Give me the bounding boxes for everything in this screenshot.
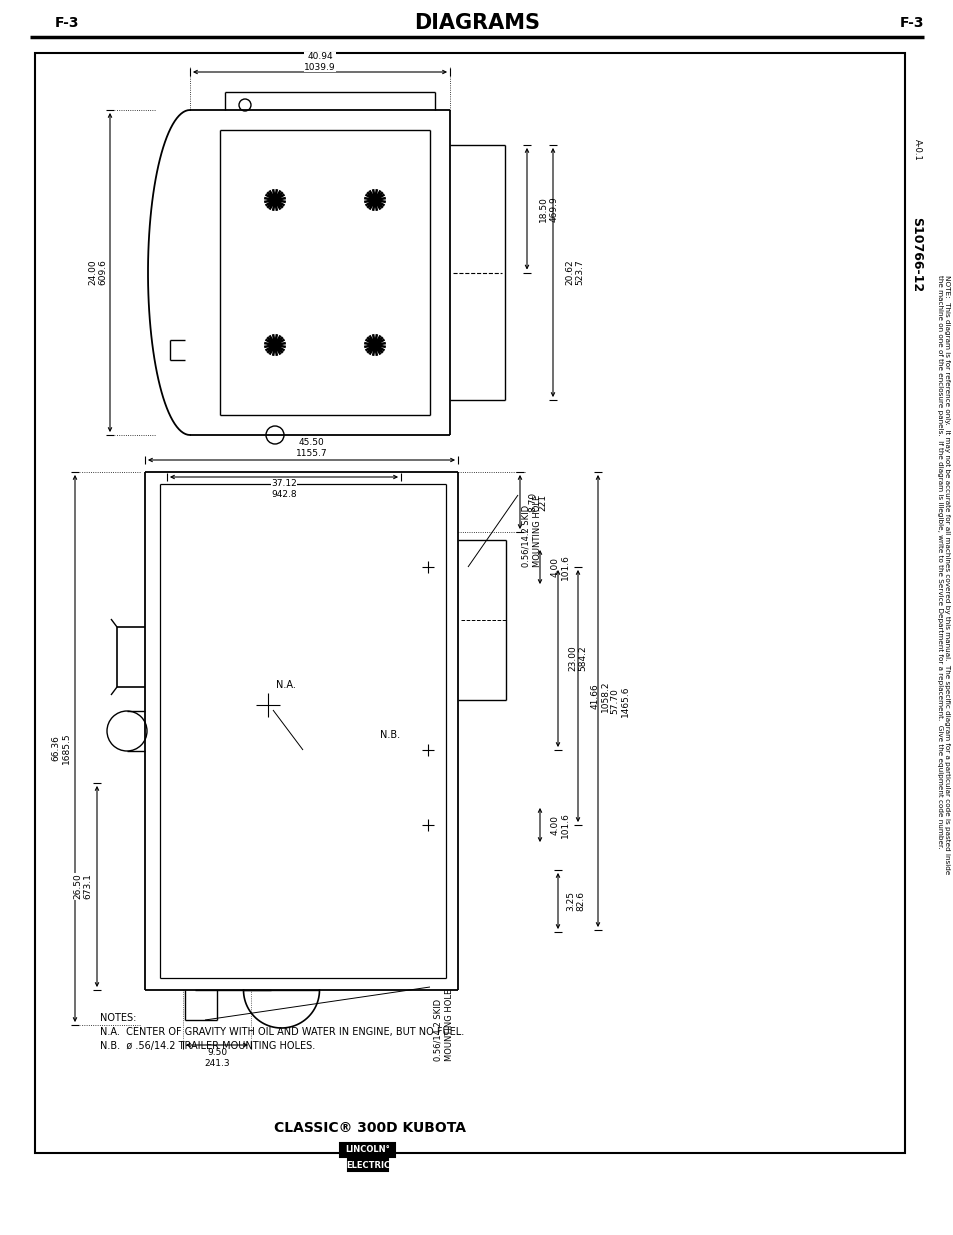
Text: 66.36
1685.5: 66.36 1685.5 (51, 732, 71, 764)
Text: S10766-12: S10766-12 (909, 217, 923, 293)
Text: 18.50
469.9: 18.50 469.9 (538, 196, 558, 222)
Text: 40.94
1039.9: 40.94 1039.9 (304, 52, 335, 72)
Text: CLASSIC® 300D KUBOTA: CLASSIC® 300D KUBOTA (274, 1121, 465, 1135)
Text: LINCOLN°: LINCOLN° (345, 1146, 390, 1155)
Text: F-3: F-3 (55, 16, 79, 30)
Text: 26.50
673.1: 26.50 673.1 (73, 873, 92, 899)
Text: 8.70
221: 8.70 221 (528, 492, 547, 513)
Text: N.B.: N.B. (379, 730, 399, 740)
Text: 0.56/14.2 SKID
MOUNTING HOLE: 0.56/14.2 SKID MOUNTING HOLE (521, 495, 541, 567)
Text: NOTES:
N.A.  CENTER OF GRAVITY WITH OIL AND WATER IN ENGINE, BUT NO FUEL.
N.B.  : NOTES: N.A. CENTER OF GRAVITY WITH OIL A… (100, 1013, 464, 1051)
Text: 37.12
942.8: 37.12 942.8 (271, 479, 296, 499)
Text: 24.00
609.6: 24.00 609.6 (89, 259, 108, 285)
Text: 3.25
82.6: 3.25 82.6 (566, 890, 585, 911)
Text: 0.56/14.2 SKID
MOUNTING HOLE: 0.56/14.2 SKID MOUNTING HOLE (434, 989, 454, 1061)
Text: 57.70
1465.6: 57.70 1465.6 (610, 685, 629, 716)
FancyBboxPatch shape (348, 1158, 388, 1171)
Text: 41.66
1058.2: 41.66 1058.2 (590, 680, 609, 711)
FancyBboxPatch shape (339, 1144, 395, 1157)
Text: 4.00
101.6: 4.00 101.6 (550, 555, 569, 580)
Text: F-3: F-3 (899, 16, 923, 30)
Text: 45.50
1155.7: 45.50 1155.7 (295, 438, 327, 458)
Text: 9.50
241.3: 9.50 241.3 (204, 1049, 230, 1068)
Text: 4.00
101.6: 4.00 101.6 (550, 813, 569, 837)
Text: ELECTRIC: ELECTRIC (346, 1161, 390, 1170)
Text: 20.62
523.7: 20.62 523.7 (565, 259, 584, 285)
Bar (35, 53, 904, 1153)
Text: DIAGRAMS: DIAGRAMS (414, 14, 539, 33)
Text: NOTE:  This diagram is for reference only.  It may not be accurate for all machi: NOTE: This diagram is for reference only… (937, 275, 949, 874)
Text: 23.00
584.2: 23.00 584.2 (568, 646, 587, 672)
Text: N.A.: N.A. (275, 680, 295, 690)
Text: A-0.1: A-0.1 (911, 140, 921, 161)
